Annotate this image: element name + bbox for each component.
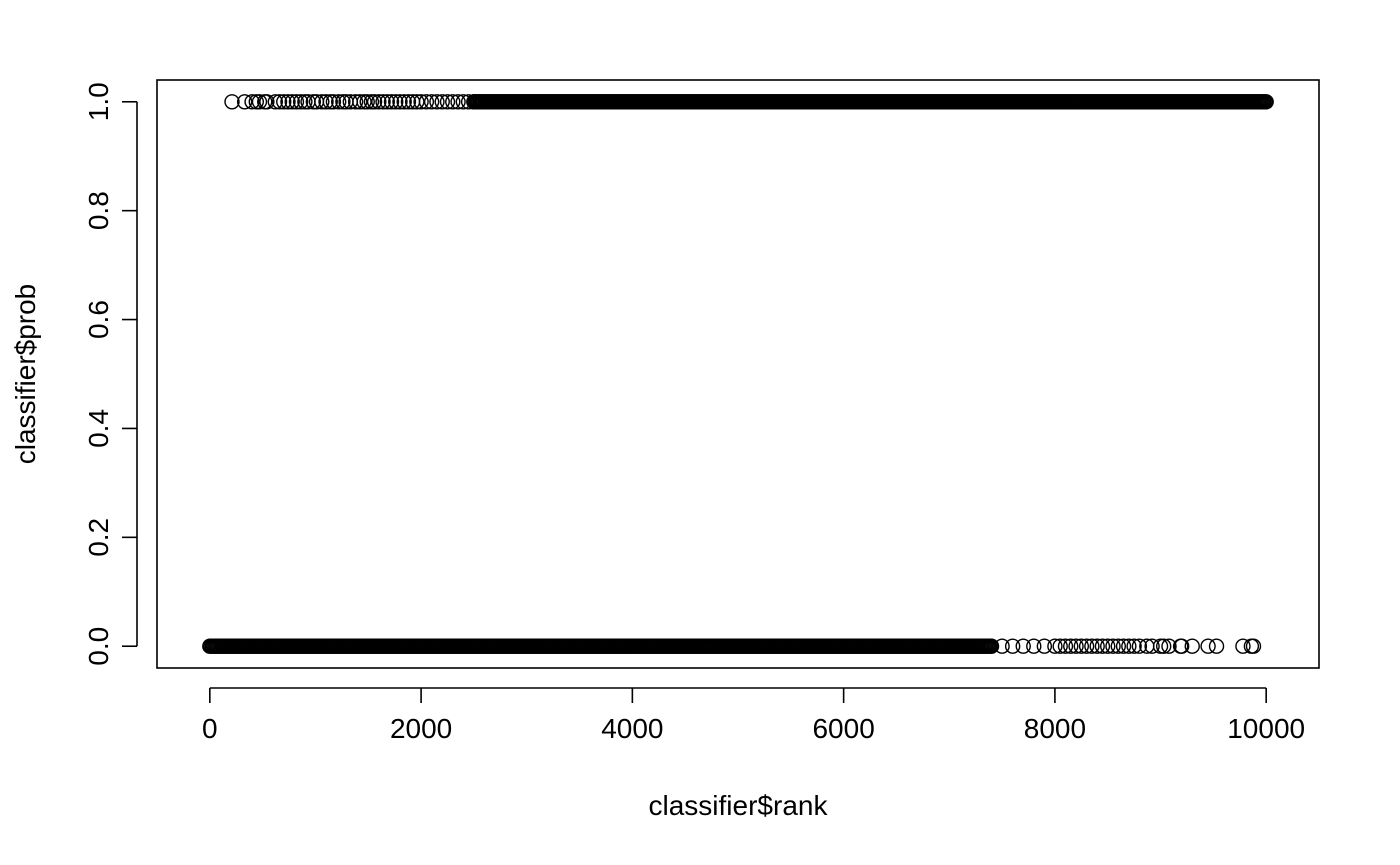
data-point <box>392 94 408 110</box>
data-point <box>1173 638 1190 654</box>
data-point <box>1057 638 1074 654</box>
y-tick-label: 0.2 <box>83 518 114 557</box>
data-point <box>271 94 288 110</box>
y-axis: 0.0 0.2 0.4 0.6 0.8 1.0 <box>83 82 138 666</box>
x-tick-label: 10000 <box>1227 713 1305 744</box>
data-points <box>202 94 1274 654</box>
data-point <box>409 94 425 110</box>
data-point <box>330 94 347 110</box>
data-point <box>1026 638 1042 654</box>
data-point <box>1144 638 1160 654</box>
x-tick-label: 4000 <box>601 713 663 744</box>
data-point <box>423 94 440 110</box>
data-point <box>236 94 253 110</box>
data-point <box>1131 638 1148 654</box>
data-point <box>244 94 260 110</box>
x-tick-label: 6000 <box>812 713 874 744</box>
data-point <box>280 94 296 110</box>
x-tick-label: 8000 <box>1024 713 1086 744</box>
data-point <box>292 94 309 110</box>
data-point <box>371 94 387 110</box>
data-point <box>259 94 275 110</box>
data-point <box>400 94 417 110</box>
data-point <box>1063 638 1079 654</box>
y-tick-label: 0.4 <box>83 409 114 448</box>
data-point <box>1105 638 1121 654</box>
data-point <box>1156 638 1172 654</box>
y-tick-label: 0.8 <box>83 191 114 230</box>
data-point <box>325 94 342 110</box>
data-point <box>383 94 400 110</box>
data-point <box>434 94 450 110</box>
data-point <box>1015 638 1031 654</box>
data-point <box>983 638 1000 654</box>
data-point <box>418 94 435 110</box>
data-point <box>1152 638 1169 654</box>
data-point <box>413 94 429 110</box>
data-point <box>1121 638 1137 654</box>
data-point <box>1052 638 1068 654</box>
data-point <box>379 94 395 110</box>
data-point <box>1073 638 1090 654</box>
data-point <box>352 94 368 110</box>
data-point <box>1200 638 1216 654</box>
data-point <box>466 94 482 110</box>
data-point <box>1115 638 1132 654</box>
data-point <box>359 94 375 110</box>
data-point <box>1258 94 1274 110</box>
data-point <box>1184 638 1200 654</box>
data-point <box>396 94 412 110</box>
data-point <box>366 94 383 110</box>
data-point <box>1036 638 1053 654</box>
data-point <box>1089 638 1105 654</box>
data-point <box>445 94 461 110</box>
x-axis-label: classifier$rank <box>649 790 829 821</box>
y-tick-label: 1.0 <box>83 82 114 121</box>
data-point <box>1004 638 1021 654</box>
data-point <box>1068 638 1084 654</box>
data-point <box>1078 638 1095 654</box>
data-point <box>284 94 300 110</box>
x-axis: 0 2000 4000 6000 8000 10000 <box>202 687 1305 744</box>
data-point <box>251 94 268 110</box>
data-point <box>1161 638 1177 654</box>
data-point <box>347 94 364 110</box>
data-point <box>1245 638 1262 654</box>
data-point <box>318 94 334 110</box>
data-point <box>994 638 1010 654</box>
data-point <box>375 94 391 110</box>
y-axis-label: classifier$prob <box>10 284 41 465</box>
data-point <box>1084 638 1100 654</box>
data-point <box>1208 638 1225 654</box>
data-point <box>429 94 445 110</box>
data-point <box>460 94 477 110</box>
data-point <box>224 94 240 110</box>
data-point <box>1126 638 1142 654</box>
data-point <box>439 94 456 110</box>
data-point <box>1235 638 1251 654</box>
data-point <box>388 94 404 110</box>
data-point <box>1110 638 1126 654</box>
x-tick-label: 2000 <box>390 713 452 744</box>
data-point <box>1047 638 1063 654</box>
data-point <box>276 94 292 110</box>
data-point <box>1100 638 1116 654</box>
data-point <box>450 94 466 110</box>
x-tick-label: 0 <box>202 713 218 744</box>
data-point <box>267 94 284 110</box>
data-point <box>314 94 330 110</box>
y-tick-label: 0.6 <box>83 300 114 339</box>
plot-frame <box>156 79 1320 669</box>
y-tick-label: 0.0 <box>83 627 114 666</box>
data-point <box>455 94 472 110</box>
data-point <box>288 94 305 110</box>
data-point <box>1094 638 1111 654</box>
